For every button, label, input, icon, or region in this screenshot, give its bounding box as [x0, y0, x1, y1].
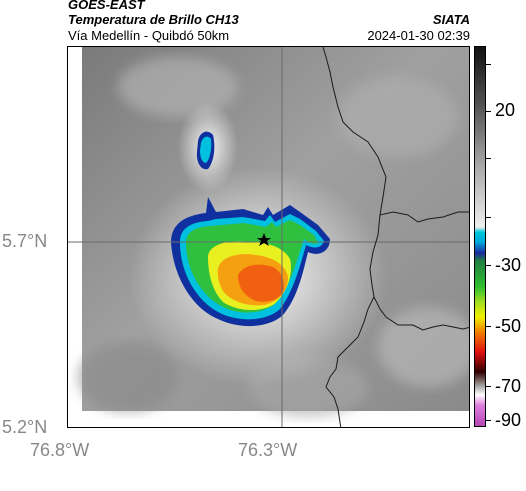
colorbar-tick — [486, 64, 491, 65]
colorbar-tick — [486, 217, 491, 218]
map-panel[interactable] — [67, 46, 470, 428]
timestamp-label: 2024-01-30 02:39 — [367, 28, 470, 43]
star-icon — [257, 233, 271, 246]
map-canvas — [68, 47, 469, 427]
satellite-title: GOES-EAST — [68, 0, 145, 12]
lon-label-76-3: 76.3°W — [238, 440, 298, 460]
storm-cell — [171, 197, 330, 327]
location-label: Vía Medellín - Quibdó 50km — [68, 28, 230, 43]
lat-label-5-2: 5.2°N — [2, 417, 48, 437]
colorbar — [474, 46, 486, 427]
grid-lines — [68, 47, 469, 427]
lon-label-76-8: 76.8°W — [30, 440, 90, 460]
colorbar-label-20: 20 — [495, 100, 516, 120]
colorbar-label-minus-50: -50 — [495, 316, 522, 336]
storm-cell-north — [196, 131, 215, 170]
colorbar-tick — [486, 158, 491, 159]
colorbar-label-minus-70: -70 — [495, 376, 522, 396]
colorbar-tick — [486, 386, 491, 387]
product-title: Temperatura de Brillo CH13 — [68, 12, 239, 27]
colorbar-tick — [486, 111, 491, 112]
colorbar-tick — [486, 265, 491, 266]
colorbar-tick — [486, 326, 491, 327]
lat-label-5-7: 5.7°N — [2, 231, 48, 251]
colorbar-tick — [486, 420, 491, 421]
brand-label: SIATA — [432, 12, 470, 27]
colorbar-label-minus-30: -30 — [495, 255, 522, 275]
colorbar-label-minus-90: -90 — [495, 410, 522, 430]
boundary-lines — [322, 47, 469, 427]
